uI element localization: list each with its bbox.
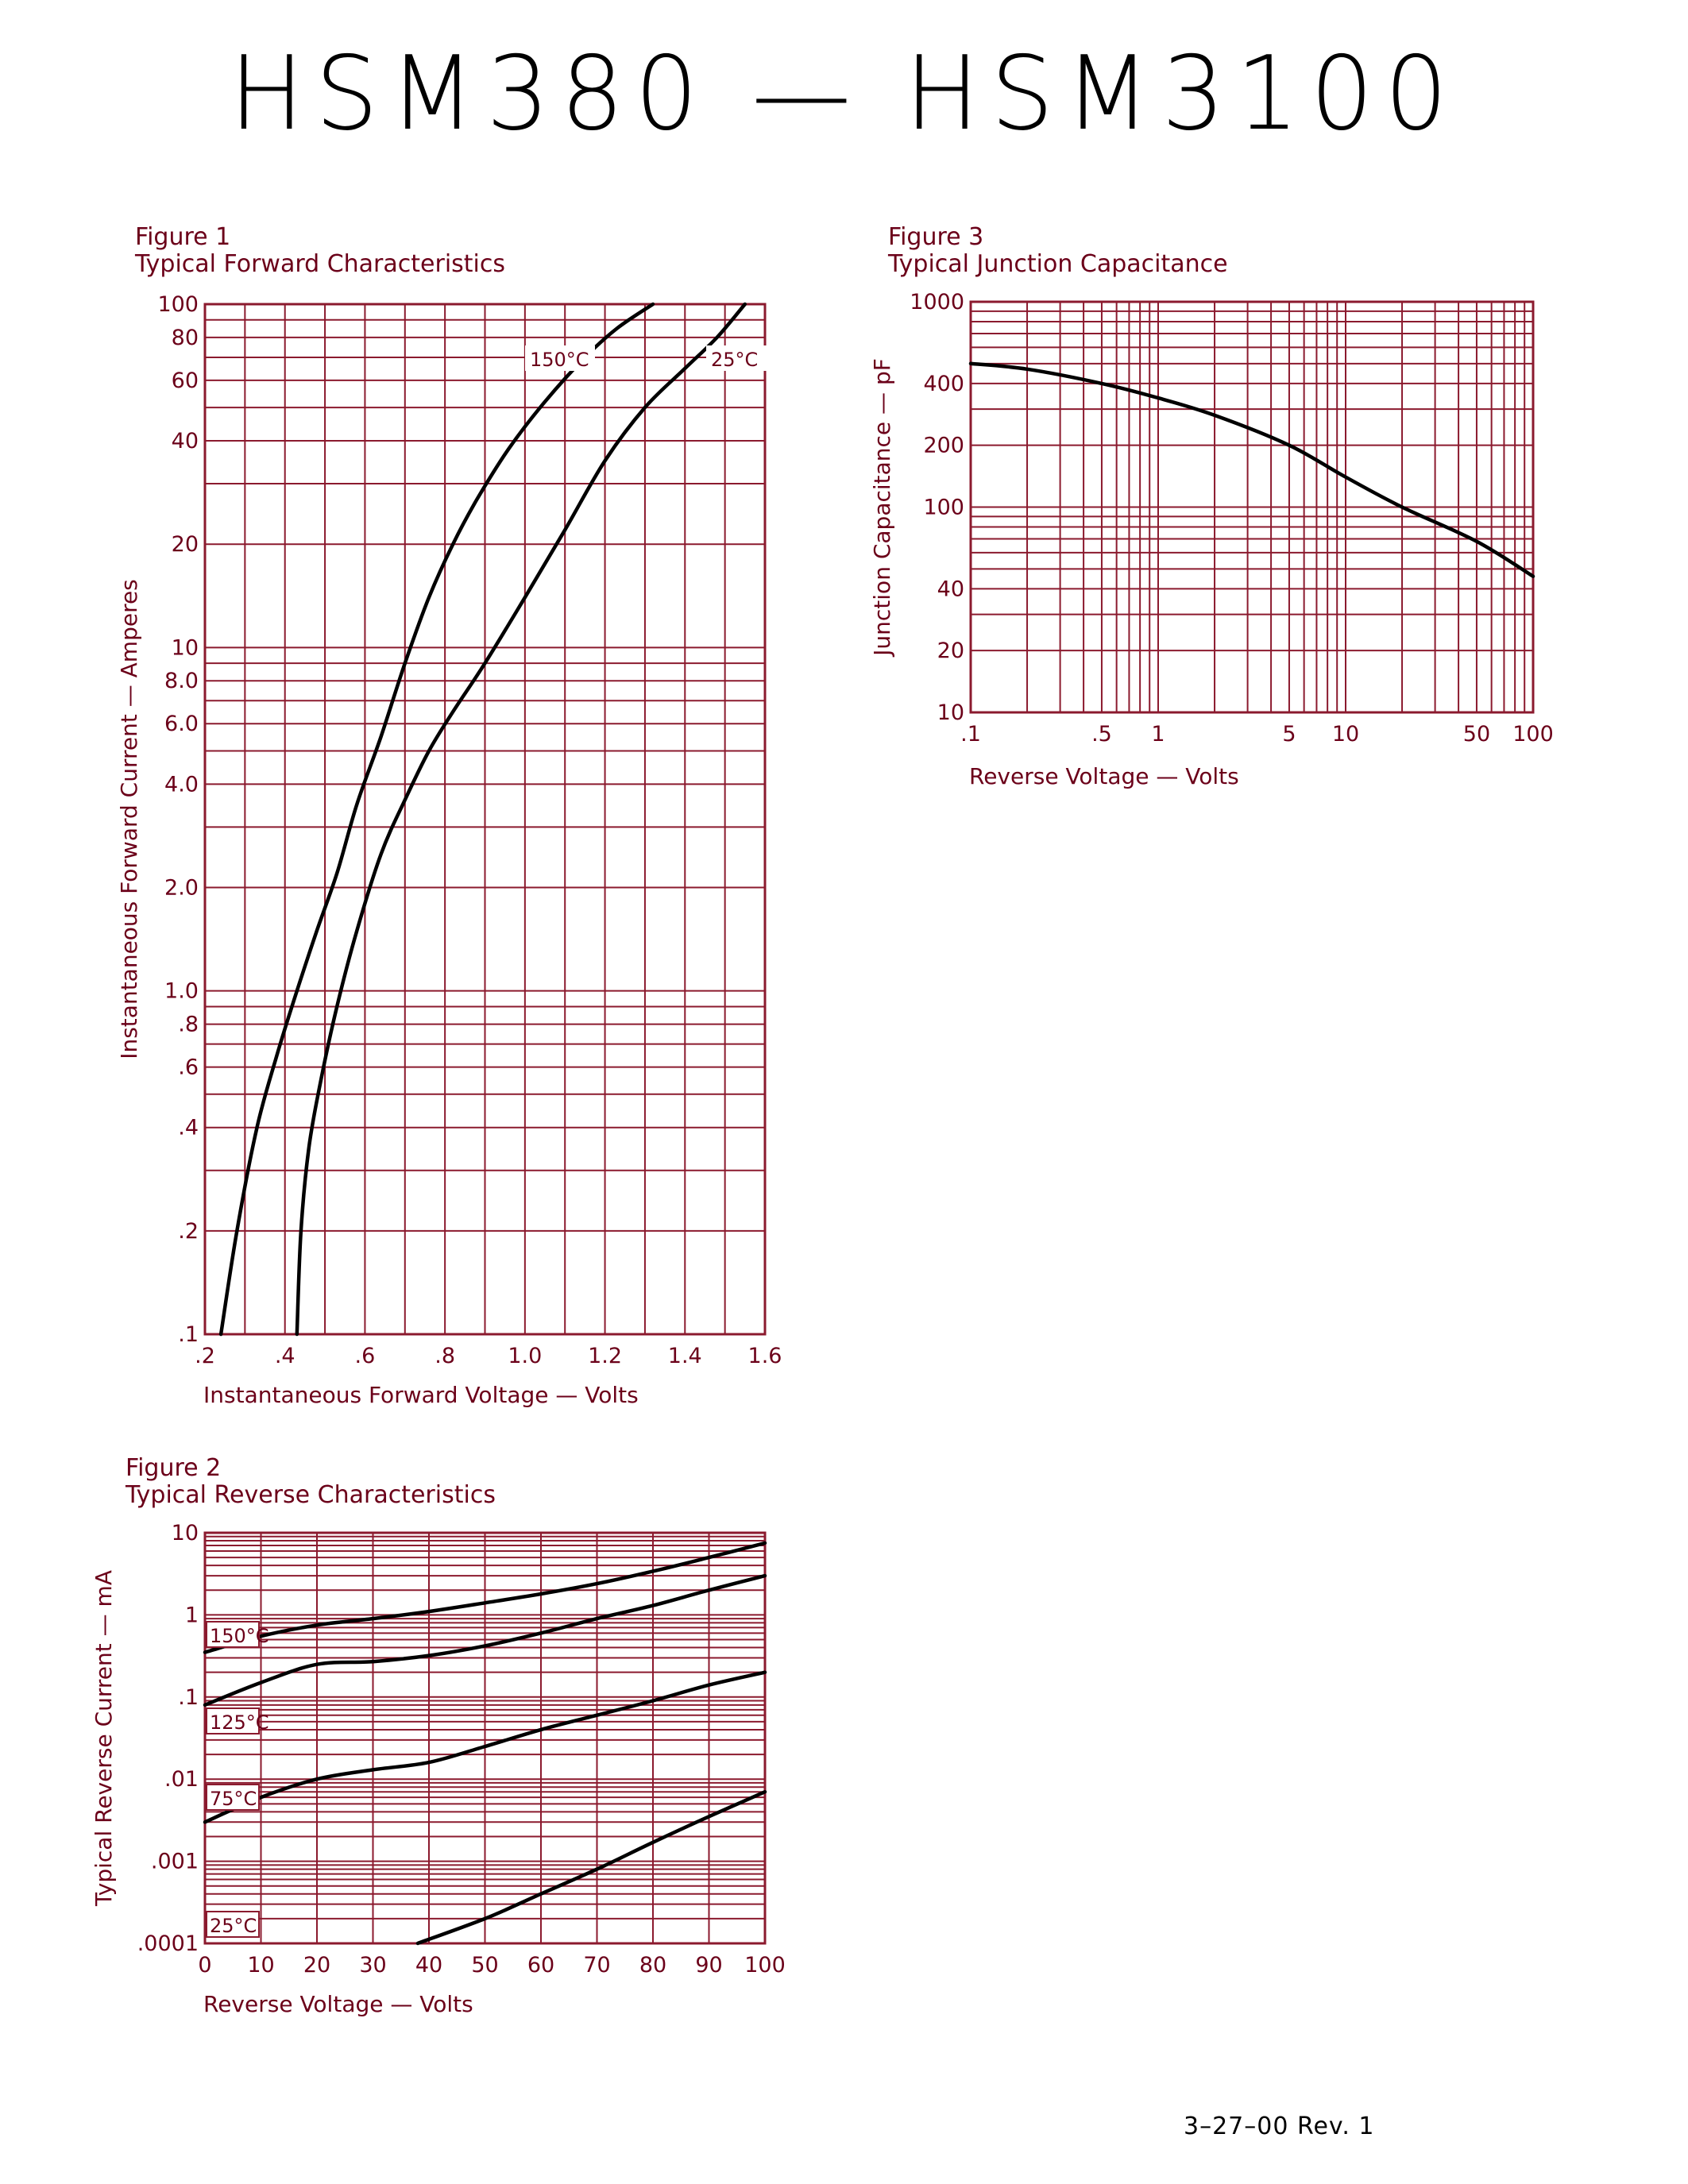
- figure-2-plot: 0 10 20 30 40 50 60 70 80 90 100 .0001 .001 .01 .1 1 10 R…: [91, 1521, 786, 2017]
- plot-frame: [203, 303, 767, 1336]
- y-tick-label: 60: [172, 369, 199, 393]
- y-tick-label: .4: [178, 1116, 199, 1140]
- y-tick-label: .1: [178, 1685, 199, 1710]
- x-tick-label: 0: [198, 1953, 211, 1978]
- series-curve: [203, 1573, 767, 1707]
- y-tick-label: 1000: [910, 290, 964, 314]
- series-curve: [218, 302, 655, 1337]
- figure-3-number: Figure 3: [888, 223, 984, 251]
- series-label: 150°C: [210, 1625, 269, 1647]
- series-label-box: [206, 1784, 260, 1811]
- y-tick-label: .6: [178, 1055, 199, 1080]
- y-tick-label: .0001: [137, 1931, 199, 1956]
- x-axis-label: Reverse Voltage — Volts: [203, 1991, 473, 2017]
- x-axis-label: Instantaneous Forward Voltage — Volts: [203, 1382, 639, 1408]
- plot-frame: [203, 1531, 767, 1945]
- x-tick-label: 10: [247, 1953, 274, 1978]
- x-tick-label: .8: [435, 1344, 455, 1368]
- y-tick-label: 1.0: [164, 979, 199, 1004]
- x-tick-label: .1: [960, 722, 981, 747]
- series-curve: [203, 1670, 767, 1824]
- figure-2-title: Typical Reverse Characteristics: [126, 1481, 496, 1509]
- y-axis-label: Instantaneous Forward Current — Amperes: [116, 579, 142, 1059]
- x-tick-label: .4: [275, 1344, 295, 1368]
- series-curve: [415, 1789, 767, 1946]
- y-tick-label: 10: [172, 635, 199, 660]
- y-axis-label: Typical Reverse Current — mA: [91, 1570, 117, 1907]
- series-label-box: [206, 1911, 260, 1938]
- plot-frame: [969, 300, 1535, 714]
- x-tick-label: 40: [415, 1953, 442, 1978]
- revision-footer: 3–27–00 Rev. 1: [1184, 2113, 1375, 2140]
- y-tick-label: 10: [172, 1521, 199, 1545]
- x-tick-label: 70: [583, 1953, 610, 1978]
- series-label: 150°C: [530, 349, 589, 371]
- series-label: 25°C: [711, 349, 758, 371]
- figure-2-caption: Figure 2 Typical Reverse Characteristics: [126, 1455, 496, 1509]
- x-tick-label: 1.0: [508, 1344, 542, 1368]
- x-tick-label: 20: [303, 1953, 330, 1978]
- y-tick-label: 20: [937, 639, 964, 663]
- figure-1-number: Figure 1: [135, 223, 231, 251]
- x-tick-label: 1: [1151, 722, 1165, 747]
- x-tick-label: 100: [1512, 722, 1554, 747]
- y-tick-label: 100: [923, 496, 964, 520]
- y-tick-label: .2: [178, 1219, 199, 1244]
- y-tick-label: 20: [172, 532, 199, 557]
- figure-1-plot: .2.4.6.8 1.0 1.2 1.4 1.6.1.2.4.6.81.02.04.06…: [116, 292, 782, 1408]
- page-title: HSM380 — HSM3100: [229, 35, 1459, 153]
- figure-1-caption: Figure 1 Typical Forward Characteristics: [135, 224, 505, 278]
- y-tick-label: 100: [157, 292, 199, 317]
- y-tick-label: .8: [178, 1013, 199, 1037]
- figure-2-number: Figure 2: [126, 1454, 222, 1482]
- x-tick-label: 1.4: [668, 1344, 702, 1368]
- x-axis-label: Reverse Voltage — Volts: [969, 763, 1239, 789]
- y-tick-label: .01: [164, 1767, 199, 1792]
- x-tick-label: .6: [355, 1344, 376, 1368]
- x-tick-label: 90: [695, 1953, 722, 1978]
- x-tick-label: .5: [1091, 722, 1112, 747]
- figure-3-plot: .1 .5 1 5 10 50 100 10 20 40 100 200 400 1000 Reverse …: [869, 290, 1554, 789]
- series-label: 75°C: [210, 1788, 257, 1810]
- series-label-box: [706, 345, 776, 371]
- series-curve: [968, 361, 1535, 578]
- y-tick-label: .001: [151, 1850, 199, 1874]
- x-tick-label: .2: [195, 1344, 215, 1368]
- x-tick-label: 50: [471, 1953, 498, 1978]
- y-tick-label: 6.0: [164, 712, 199, 736]
- y-tick-label: 40: [937, 577, 964, 601]
- y-tick-label: 1: [185, 1603, 199, 1627]
- y-tick-label: 8.0: [164, 669, 199, 693]
- series-label-box: [525, 345, 595, 371]
- y-tick-label: 400: [923, 372, 964, 396]
- x-tick-label: 80: [639, 1953, 666, 1978]
- series-curve: [203, 1541, 767, 1654]
- x-tick-label: 10: [1332, 722, 1359, 747]
- series-label: 25°C: [210, 1915, 257, 1937]
- series-curve: [295, 302, 747, 1337]
- figure-1-title: Typical Forward Characteristics: [135, 250, 506, 278]
- x-tick-label: 1.2: [588, 1344, 622, 1368]
- y-tick-label: 80: [172, 326, 199, 350]
- series-label-box: [206, 1707, 260, 1734]
- y-tick-label: 4.0: [164, 772, 199, 797]
- y-tick-label: 40: [172, 429, 199, 453]
- x-tick-label: 5: [1282, 722, 1296, 747]
- figure-3-caption: Figure 3 Typical Junction Capacitance: [888, 224, 1228, 278]
- series-label-box: [206, 1621, 260, 1648]
- figure-3-title: Typical Junction Capacitance: [888, 250, 1228, 278]
- y-axis-label: Junction Capacitance — pF: [869, 358, 895, 658]
- x-tick-label: 60: [527, 1953, 554, 1978]
- x-tick-label: 100: [744, 1953, 786, 1978]
- x-tick-label: 50: [1463, 722, 1490, 747]
- y-tick-label: 2.0: [164, 876, 199, 901]
- x-tick-label: 30: [359, 1953, 386, 1978]
- x-tick-label: 1.6: [748, 1344, 782, 1368]
- y-tick-label: 10: [937, 700, 964, 725]
- series-label: 125°C: [210, 1711, 269, 1734]
- y-tick-label: .1: [178, 1322, 199, 1347]
- y-tick-label: 200: [923, 434, 964, 458]
